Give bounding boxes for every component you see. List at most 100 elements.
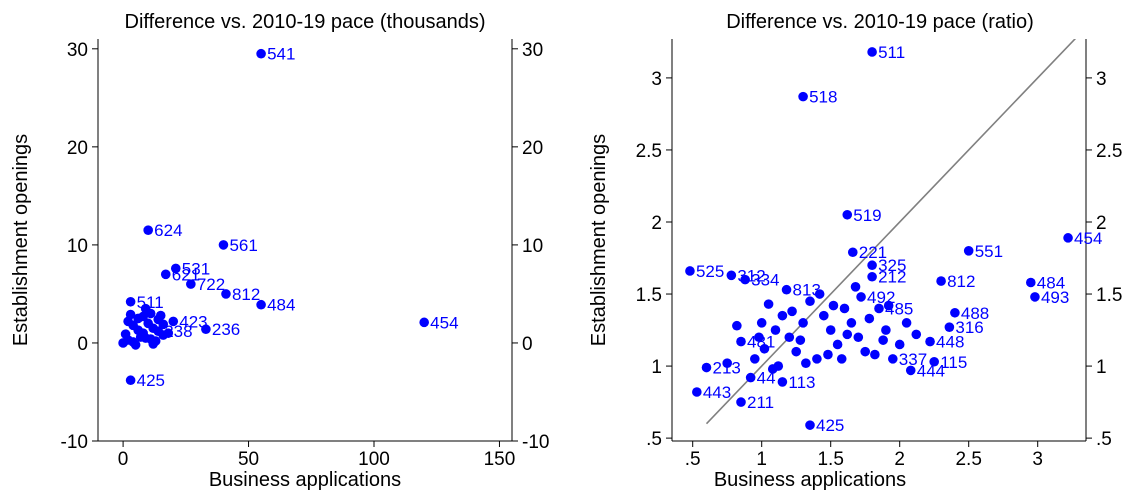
data-point xyxy=(770,325,781,335)
data-point xyxy=(685,266,695,276)
data-label: 454 xyxy=(1074,229,1102,248)
chart-title: Difference vs. 2010-19 pace (ratio) xyxy=(726,11,1034,33)
data-point xyxy=(847,247,858,258)
data-label: 443 xyxy=(703,383,731,402)
y-tick-label-left: 3 xyxy=(651,69,662,90)
data-point xyxy=(814,289,825,299)
data-label: 813 xyxy=(793,281,821,300)
data-point xyxy=(853,332,864,343)
x-tick-label: 100 xyxy=(358,449,390,470)
x-tick-label: 2.5 xyxy=(955,449,981,470)
data-point xyxy=(163,328,174,338)
x-tick-label: 2 xyxy=(894,449,905,470)
data-point xyxy=(905,365,916,376)
data-label: 454 xyxy=(430,313,458,332)
data-point xyxy=(925,336,935,347)
y-tick-label-left: 20 xyxy=(67,138,88,159)
data-point xyxy=(128,337,138,347)
data-point xyxy=(867,260,877,271)
data-point xyxy=(777,377,788,387)
y-tick-label-left: 10 xyxy=(67,236,88,257)
data-point xyxy=(759,343,770,354)
data-point xyxy=(125,375,136,386)
data-point xyxy=(781,284,792,295)
data-point xyxy=(732,320,742,331)
data-point xyxy=(911,329,922,340)
data-point xyxy=(722,358,732,368)
data-point xyxy=(1026,277,1036,288)
data-point xyxy=(950,307,960,318)
data-point xyxy=(878,335,888,345)
data-label: 115 xyxy=(940,353,967,372)
x-tick-label: 0 xyxy=(118,449,129,470)
data-point xyxy=(832,339,843,350)
y-tick-label-left: 1 xyxy=(651,357,662,378)
data-point xyxy=(125,296,136,307)
data-label: 561 xyxy=(229,236,257,255)
data-label: 621 xyxy=(172,265,200,284)
y-tick-label-left: 2.5 xyxy=(636,141,662,162)
data-label: 425 xyxy=(816,416,844,435)
data-point xyxy=(812,354,822,364)
data-point xyxy=(256,48,266,59)
data-point xyxy=(823,349,833,360)
data-point xyxy=(801,358,811,368)
y-tick-label-right: 2 xyxy=(1096,213,1107,234)
data-label: 423 xyxy=(179,312,207,331)
data-point xyxy=(874,303,884,314)
y-tick-label-left: 30 xyxy=(67,40,88,61)
data-point xyxy=(186,279,196,289)
data-label: 337 xyxy=(899,350,927,369)
reference-line xyxy=(705,39,1077,425)
data-label: 525 xyxy=(696,262,724,281)
data-point xyxy=(138,311,148,322)
data-point xyxy=(763,299,774,309)
x-tick-label: 50 xyxy=(238,449,259,470)
data-point xyxy=(881,325,891,335)
panel-thousands: Difference vs. 2010-19 pace (thousands) 0… xyxy=(10,11,549,491)
data-label: 518 xyxy=(809,88,837,107)
data-point xyxy=(140,303,151,314)
data-label: 812 xyxy=(947,272,975,291)
x-tick-label: 3 xyxy=(1032,449,1043,470)
x-tick-label: 150 xyxy=(484,449,516,470)
x-tick-label: 1.5 xyxy=(817,449,843,470)
y-tick-label-right: 20 xyxy=(522,138,543,159)
data-point xyxy=(836,354,847,364)
data-label: 211 xyxy=(747,393,774,412)
data-point xyxy=(120,329,131,339)
data-point xyxy=(825,325,836,335)
data-label: 444 xyxy=(917,361,945,380)
data-point xyxy=(883,300,894,311)
data-label: 425 xyxy=(137,371,165,390)
data-label: 488 xyxy=(961,304,989,323)
data-label: 448 xyxy=(936,333,964,352)
data-point xyxy=(944,322,955,332)
data-point xyxy=(798,318,808,328)
data-point xyxy=(856,292,866,302)
data-point xyxy=(1063,233,1073,243)
y-tick-label-right: 30 xyxy=(522,40,543,61)
data-label: 531 xyxy=(182,259,210,278)
x-axis-label: Business applications xyxy=(209,469,401,491)
data-label: 334 xyxy=(751,271,779,290)
data-point xyxy=(745,372,756,383)
data-point xyxy=(888,354,898,364)
data-point xyxy=(221,289,231,299)
data-label: 812 xyxy=(232,285,260,304)
data-label: 493 xyxy=(1041,288,1069,307)
y-tick-label-left: 0 xyxy=(77,334,88,355)
data-point xyxy=(726,270,737,281)
y-tick-label-right: .5 xyxy=(1096,429,1112,450)
data-point xyxy=(218,240,229,250)
data-point xyxy=(864,313,875,324)
data-point xyxy=(798,91,808,102)
x-tick-label: .5 xyxy=(685,449,701,470)
data-point xyxy=(870,349,880,360)
data-label: 484 xyxy=(1037,274,1065,293)
data-point xyxy=(123,316,133,327)
panel-ratio: Difference vs. 2010-19 pace (ratio) .5 1 1.… xyxy=(588,11,1122,491)
data-label: 316 xyxy=(955,318,983,337)
data-point xyxy=(936,276,946,286)
